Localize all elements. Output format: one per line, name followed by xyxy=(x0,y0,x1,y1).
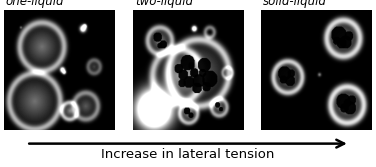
Text: Increase in lateral tension: Increase in lateral tension xyxy=(101,148,275,161)
Text: solid-liquid: solid-liquid xyxy=(263,0,327,8)
FancyArrowPatch shape xyxy=(29,140,344,147)
Text: one-liquid: one-liquid xyxy=(6,0,64,8)
Text: two-liquid: two-liquid xyxy=(135,0,193,8)
